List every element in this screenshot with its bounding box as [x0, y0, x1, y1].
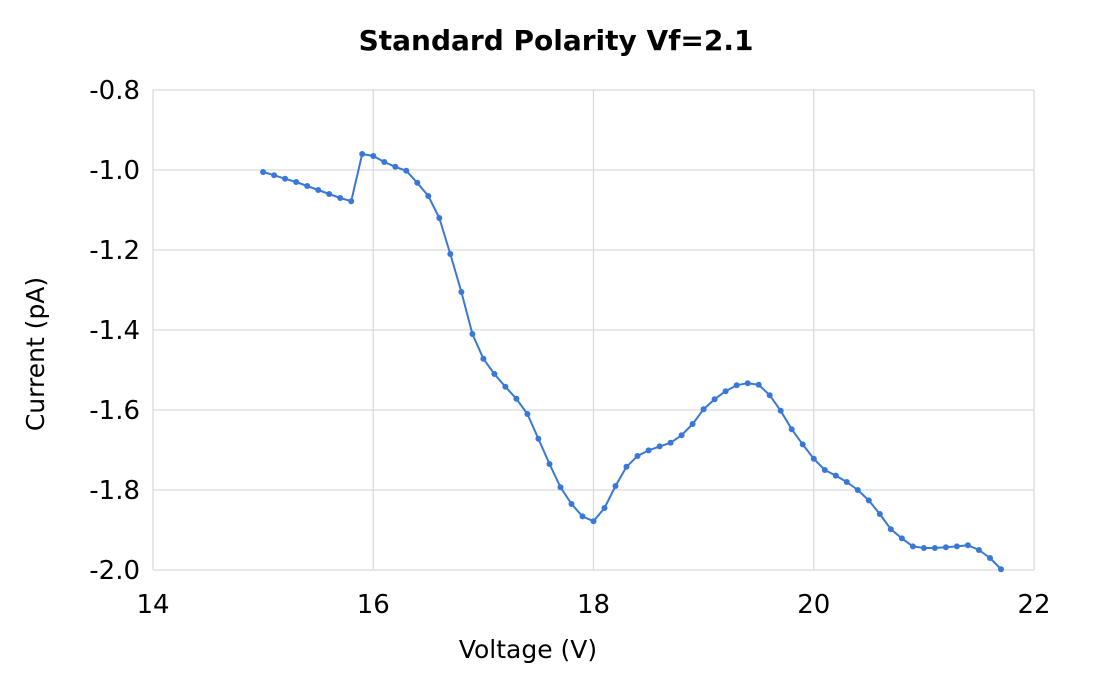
data-point [623, 463, 630, 470]
data-point [348, 198, 355, 205]
data-point [909, 543, 916, 550]
data-point [557, 484, 564, 491]
data-point [722, 388, 729, 395]
data-point [293, 179, 300, 185]
data-point [964, 542, 971, 549]
data-point [612, 483, 619, 489]
data-point [403, 167, 410, 174]
data-point [998, 566, 1004, 573]
data-point [546, 461, 553, 467]
data-point [359, 151, 366, 157]
data-point [271, 172, 278, 179]
x-axis-label: Voltage (V) [459, 635, 597, 664]
data-point [381, 159, 388, 165]
data-point [733, 382, 740, 389]
x-tick-label: 16 [357, 590, 390, 620]
data-point [766, 392, 773, 399]
y-tick-label: -2.0 [89, 556, 140, 586]
data-point [755, 381, 762, 388]
data-point [392, 163, 399, 170]
data-point [987, 555, 993, 561]
data-point [876, 511, 883, 517]
data-point [524, 411, 531, 417]
x-tick-label: 14 [136, 590, 169, 620]
data-point [920, 545, 927, 551]
y-axis-ticks: -0.8 -1.0 -1.2 -1.4 -1.6 -1.8 -2.0 [89, 76, 140, 586]
data-point [282, 175, 289, 182]
data-point [370, 153, 377, 159]
data-point [865, 497, 872, 504]
y-tick-label: -1.4 [89, 316, 140, 346]
data-point [304, 183, 311, 189]
x-tick-label: 22 [1017, 590, 1050, 620]
data-point [436, 215, 443, 221]
data-point [535, 435, 542, 442]
data-point [799, 441, 806, 448]
data-point [854, 487, 861, 493]
data-point [513, 395, 520, 402]
data-point [931, 545, 938, 551]
y-tick-label: -1.6 [89, 396, 140, 426]
data-point [975, 547, 982, 553]
chart-title: Standard Polarity Vf=2.1 [359, 24, 754, 57]
data-point [777, 407, 784, 414]
data-point [810, 455, 817, 462]
data-point [821, 467, 828, 473]
data-point [898, 535, 905, 542]
data-point [469, 331, 476, 337]
grid [152, 89, 1035, 571]
data-point [590, 518, 597, 525]
data-point [689, 421, 696, 427]
data-point [579, 513, 586, 520]
data-point [843, 479, 850, 485]
data-point [788, 426, 795, 433]
data-point [667, 439, 674, 446]
data-point [700, 406, 707, 413]
data-point [414, 179, 421, 186]
series-layer [260, 151, 1004, 573]
data-point [645, 447, 652, 454]
data-point [601, 505, 608, 511]
data-point [458, 289, 465, 295]
data-point [491, 371, 498, 377]
data-point [887, 526, 894, 533]
y-tick-label: -0.8 [89, 76, 140, 106]
y-tick-label: -1.8 [89, 476, 140, 506]
data-point [568, 501, 575, 507]
y-tick-label: -1.0 [89, 156, 140, 186]
y-axis-label: Current (pA) [21, 277, 50, 431]
data-point [447, 251, 454, 257]
y-tick-label: -1.2 [89, 236, 140, 266]
data-point [656, 443, 663, 450]
data-point [326, 191, 333, 197]
data-point [942, 544, 949, 551]
data-point [678, 432, 685, 439]
data-point [425, 193, 432, 199]
x-tick-label: 18 [577, 590, 610, 620]
data-point [502, 383, 509, 390]
data-point [832, 472, 839, 479]
data-point [744, 380, 751, 387]
x-axis-ticks: 14 16 18 20 22 [136, 590, 1050, 620]
data-point [315, 187, 322, 193]
data-point [337, 195, 344, 201]
data-point [260, 169, 267, 175]
data-point [953, 543, 960, 550]
data-point [711, 396, 718, 403]
x-tick-label: 20 [797, 590, 830, 620]
data-point [634, 453, 641, 459]
data-point [480, 355, 487, 362]
